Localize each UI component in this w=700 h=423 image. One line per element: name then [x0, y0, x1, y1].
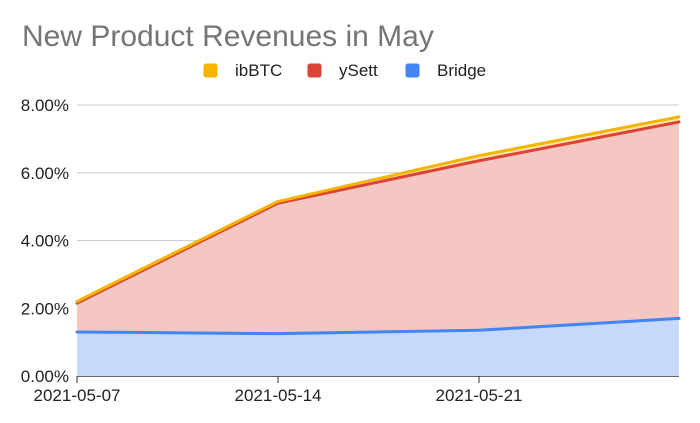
y-axis-ticks: 0.00% 2.00% 4.00% 6.00% 8.00% [21, 96, 69, 386]
x-axis-ticks: 2021-05-07 2021-05-14 2021-05-21 [34, 376, 523, 405]
y-tick-label: 0.00% [21, 367, 69, 386]
line-ibbtc [75, 115, 681, 303]
legend-label-bridge: Bridge [437, 61, 486, 80]
y-tick-label: 8.00% [21, 96, 69, 115]
legend-swatch-ysett [307, 63, 322, 78]
legend-label-ibbtc: ibBTC [235, 61, 282, 80]
legend-item-ibbtc: ibBTC [203, 61, 282, 80]
y-tick-label: 6.00% [21, 164, 69, 183]
line-bridge [75, 316, 681, 336]
y-tick-label: 2.00% [21, 299, 69, 318]
legend-item-bridge: Bridge [405, 61, 486, 80]
line-ysett [75, 120, 681, 305]
y-tick-label: 4.00% [21, 232, 69, 251]
legend-item-ysett: ySett [307, 61, 378, 80]
legend-swatch-ibbtc [203, 63, 218, 78]
series-lines [75, 115, 681, 336]
legend: ibBTC ySett Bridge [203, 61, 486, 80]
x-tick-label: 2021-05-14 [235, 386, 322, 405]
series-areas [77, 116, 679, 376]
area-bridge [77, 318, 679, 376]
x-tick-label: 2021-05-07 [34, 386, 121, 405]
legend-label-ysett: ySett [339, 61, 378, 80]
x-tick-label: 2021-05-21 [436, 386, 523, 405]
area-ysett [77, 121, 679, 334]
chart-title: New Product Revenues in May [22, 20, 434, 53]
legend-swatch-bridge [405, 63, 420, 78]
